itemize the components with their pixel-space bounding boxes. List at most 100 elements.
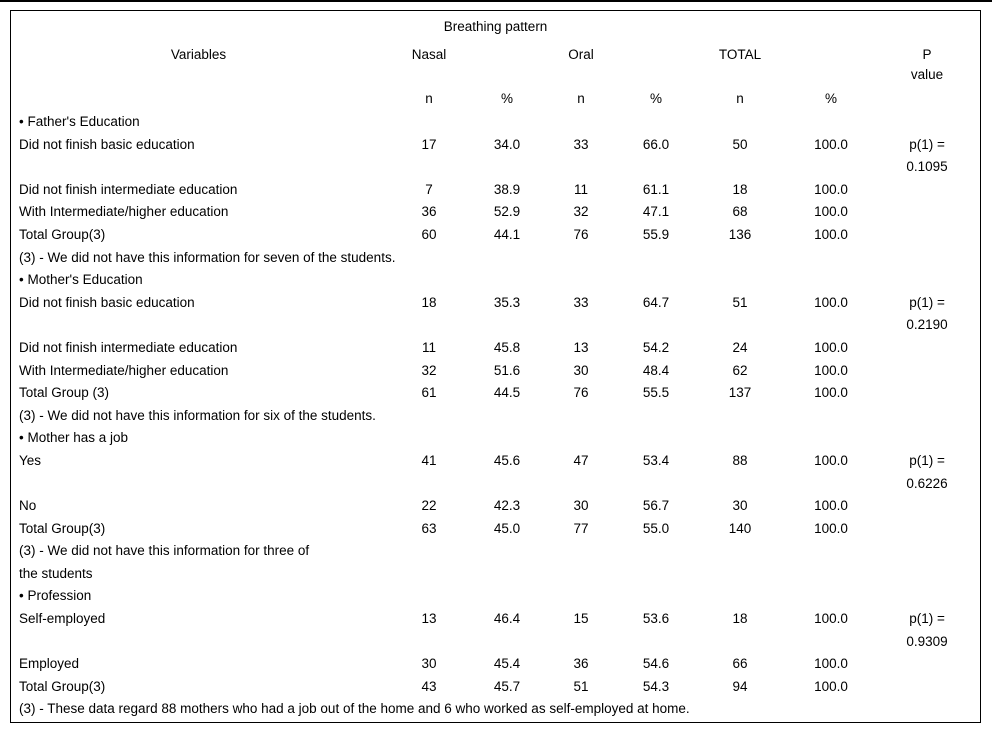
cell-p-value bbox=[874, 653, 980, 676]
subheader-oral-n: n bbox=[577, 90, 585, 106]
cell-total-pct: 100.0 bbox=[814, 520, 848, 536]
cell-oral-n: 77 bbox=[573, 520, 589, 536]
cell-oral-n: 15 bbox=[573, 611, 589, 627]
table-row: Did not finish intermediate education 11 4… bbox=[11, 337, 980, 360]
subheader-total-n: n bbox=[736, 90, 744, 106]
cell-total-pct: 100.0 bbox=[814, 362, 848, 378]
table-body: • Father's Education Did not finish basic… bbox=[11, 111, 980, 721]
subheader-total-pct: % bbox=[824, 90, 837, 106]
row-label: With Intermediate/higher education bbox=[19, 362, 229, 378]
cell-oral-n: 51 bbox=[573, 678, 589, 694]
cell-p-value bbox=[874, 224, 980, 247]
cell-p-value: p(1) = 0.6226 bbox=[874, 450, 980, 495]
cell-nasal-n: 32 bbox=[421, 362, 437, 378]
p-header-line1: P bbox=[922, 47, 932, 62]
cell-total-pct: 100.0 bbox=[814, 136, 848, 152]
cell-nasal-pct: 42.3 bbox=[493, 498, 521, 514]
cell-total-n: 51 bbox=[732, 294, 748, 310]
cell-p-value bbox=[874, 382, 980, 405]
cell-nasal-pct: 44.1 bbox=[493, 226, 521, 242]
cell-total-n: 88 bbox=[732, 452, 748, 468]
col-header-variables: Variables bbox=[170, 47, 227, 62]
table-title: Breathing pattern bbox=[443, 18, 548, 34]
col-header-total: TOTAL bbox=[718, 47, 762, 62]
row-label: Did not finish intermediate education bbox=[19, 339, 238, 355]
section-row: • Profession bbox=[11, 585, 980, 608]
table-row: With Intermediate/higher education 36 52.9… bbox=[11, 201, 980, 224]
cell-p-value: p(1) = 0.1095 bbox=[874, 134, 980, 179]
section-label: • Father's Education bbox=[19, 114, 140, 129]
cell-nasal-pct: 51.6 bbox=[493, 362, 521, 378]
cell-p-value bbox=[874, 518, 980, 541]
cell-p-value bbox=[874, 201, 980, 224]
row-label: Did not finish basic education bbox=[19, 136, 195, 152]
p-value-line: p(1) = bbox=[909, 611, 945, 627]
spacer-cell bbox=[788, 41, 874, 85]
section-row: • Mother's Education bbox=[11, 269, 980, 292]
cell-total-pct: 100.0 bbox=[814, 656, 848, 672]
cell-oral-n: 32 bbox=[573, 204, 589, 220]
cell-nasal-n: 43 bbox=[421, 678, 437, 694]
cell-p-value: p(1) = 0.9309 bbox=[874, 608, 980, 653]
cell-nasal-pct: 45.0 bbox=[493, 520, 521, 536]
section-row: • Mother has a job bbox=[11, 427, 980, 450]
cell-oral-pct: 53.4 bbox=[642, 452, 670, 468]
p-header-line2: value bbox=[910, 67, 944, 82]
subheader-nasal-n: n bbox=[425, 90, 433, 106]
table-row: Did not finish basic education 17 34.0 33 66… bbox=[11, 134, 980, 179]
cell-total-pct: 100.0 bbox=[814, 226, 848, 242]
subheader-nasal-pct: % bbox=[500, 90, 513, 106]
cell-nasal-n: 7 bbox=[425, 181, 433, 197]
cell-oral-pct: 48.4 bbox=[642, 362, 670, 378]
cell-total-pct: 100.0 bbox=[814, 339, 848, 355]
table-row: With Intermediate/higher education 32 51.6… bbox=[11, 360, 980, 383]
table-row: No 22 42.3 30 56.7 30 100.0 bbox=[11, 495, 980, 518]
cell-p-value bbox=[874, 676, 980, 699]
cell-oral-pct: 64.7 bbox=[642, 294, 670, 310]
p-value-line: p(1) = bbox=[909, 294, 945, 310]
footnote-text: (3) - We did not have this information f… bbox=[19, 543, 310, 559]
breathing-pattern-table: Breathing pattern Variables Nasal Oral T… bbox=[11, 11, 980, 721]
col-header-oral: Oral bbox=[568, 47, 594, 62]
p-value-line: 0.6226 bbox=[906, 475, 948, 491]
table-header: Breathing pattern Variables Nasal Oral T… bbox=[11, 11, 980, 111]
cell-oral-pct: 56.7 bbox=[642, 498, 670, 514]
cell-total-n: 68 bbox=[732, 204, 748, 220]
cell-total-n: 50 bbox=[732, 136, 748, 152]
row-label: Employed bbox=[19, 656, 80, 672]
cell-nasal-n: 17 bbox=[421, 136, 437, 152]
cell-total-n: 66 bbox=[732, 656, 748, 672]
cell-oral-pct: 54.6 bbox=[642, 656, 670, 672]
cell-total-pct: 100.0 bbox=[814, 452, 848, 468]
cell-p-value bbox=[874, 360, 980, 383]
table-row: Total Group(3) 60 44.1 76 55.9 136 100.0 bbox=[11, 224, 980, 247]
p-value-line: 0.1095 bbox=[906, 159, 948, 175]
cell-nasal-pct: 45.6 bbox=[493, 452, 521, 468]
column-group-header-row: Variables Nasal Oral TOTAL P value bbox=[11, 41, 980, 85]
row-label: Yes bbox=[19, 452, 42, 468]
cell-total-n: 18 bbox=[732, 181, 748, 197]
row-label: Did not finish intermediate education bbox=[19, 181, 238, 197]
footnote-row: (3) - We did not have this information f… bbox=[11, 247, 980, 270]
footnote-text: the students bbox=[19, 565, 93, 581]
cell-nasal-pct: 52.9 bbox=[493, 204, 521, 220]
cell-p-value bbox=[874, 179, 980, 202]
cell-oral-n: 30 bbox=[573, 362, 589, 378]
cell-total-n: 94 bbox=[732, 678, 748, 694]
footnote-row: (3) - We did not have this information f… bbox=[11, 405, 980, 428]
cell-oral-pct: 47.1 bbox=[642, 204, 670, 220]
table-row: Employed 30 45.4 36 54.6 66 100.0 bbox=[11, 653, 980, 676]
cell-total-n: 140 bbox=[728, 520, 752, 536]
cell-oral-pct: 54.2 bbox=[642, 339, 670, 355]
cell-nasal-n: 18 bbox=[421, 294, 437, 310]
cell-oral-pct: 53.6 bbox=[642, 611, 670, 627]
cell-nasal-pct: 46.4 bbox=[493, 611, 521, 627]
cell-nasal-n: 60 bbox=[421, 226, 437, 242]
cell-oral-pct: 55.0 bbox=[642, 520, 670, 536]
col-header-p-value: P value bbox=[874, 41, 980, 85]
table-row: Did not finish intermediate education 7 38… bbox=[11, 179, 980, 202]
cell-total-n: 62 bbox=[732, 362, 748, 378]
cell-total-n: 136 bbox=[728, 226, 752, 242]
cell-nasal-n: 36 bbox=[421, 204, 437, 220]
